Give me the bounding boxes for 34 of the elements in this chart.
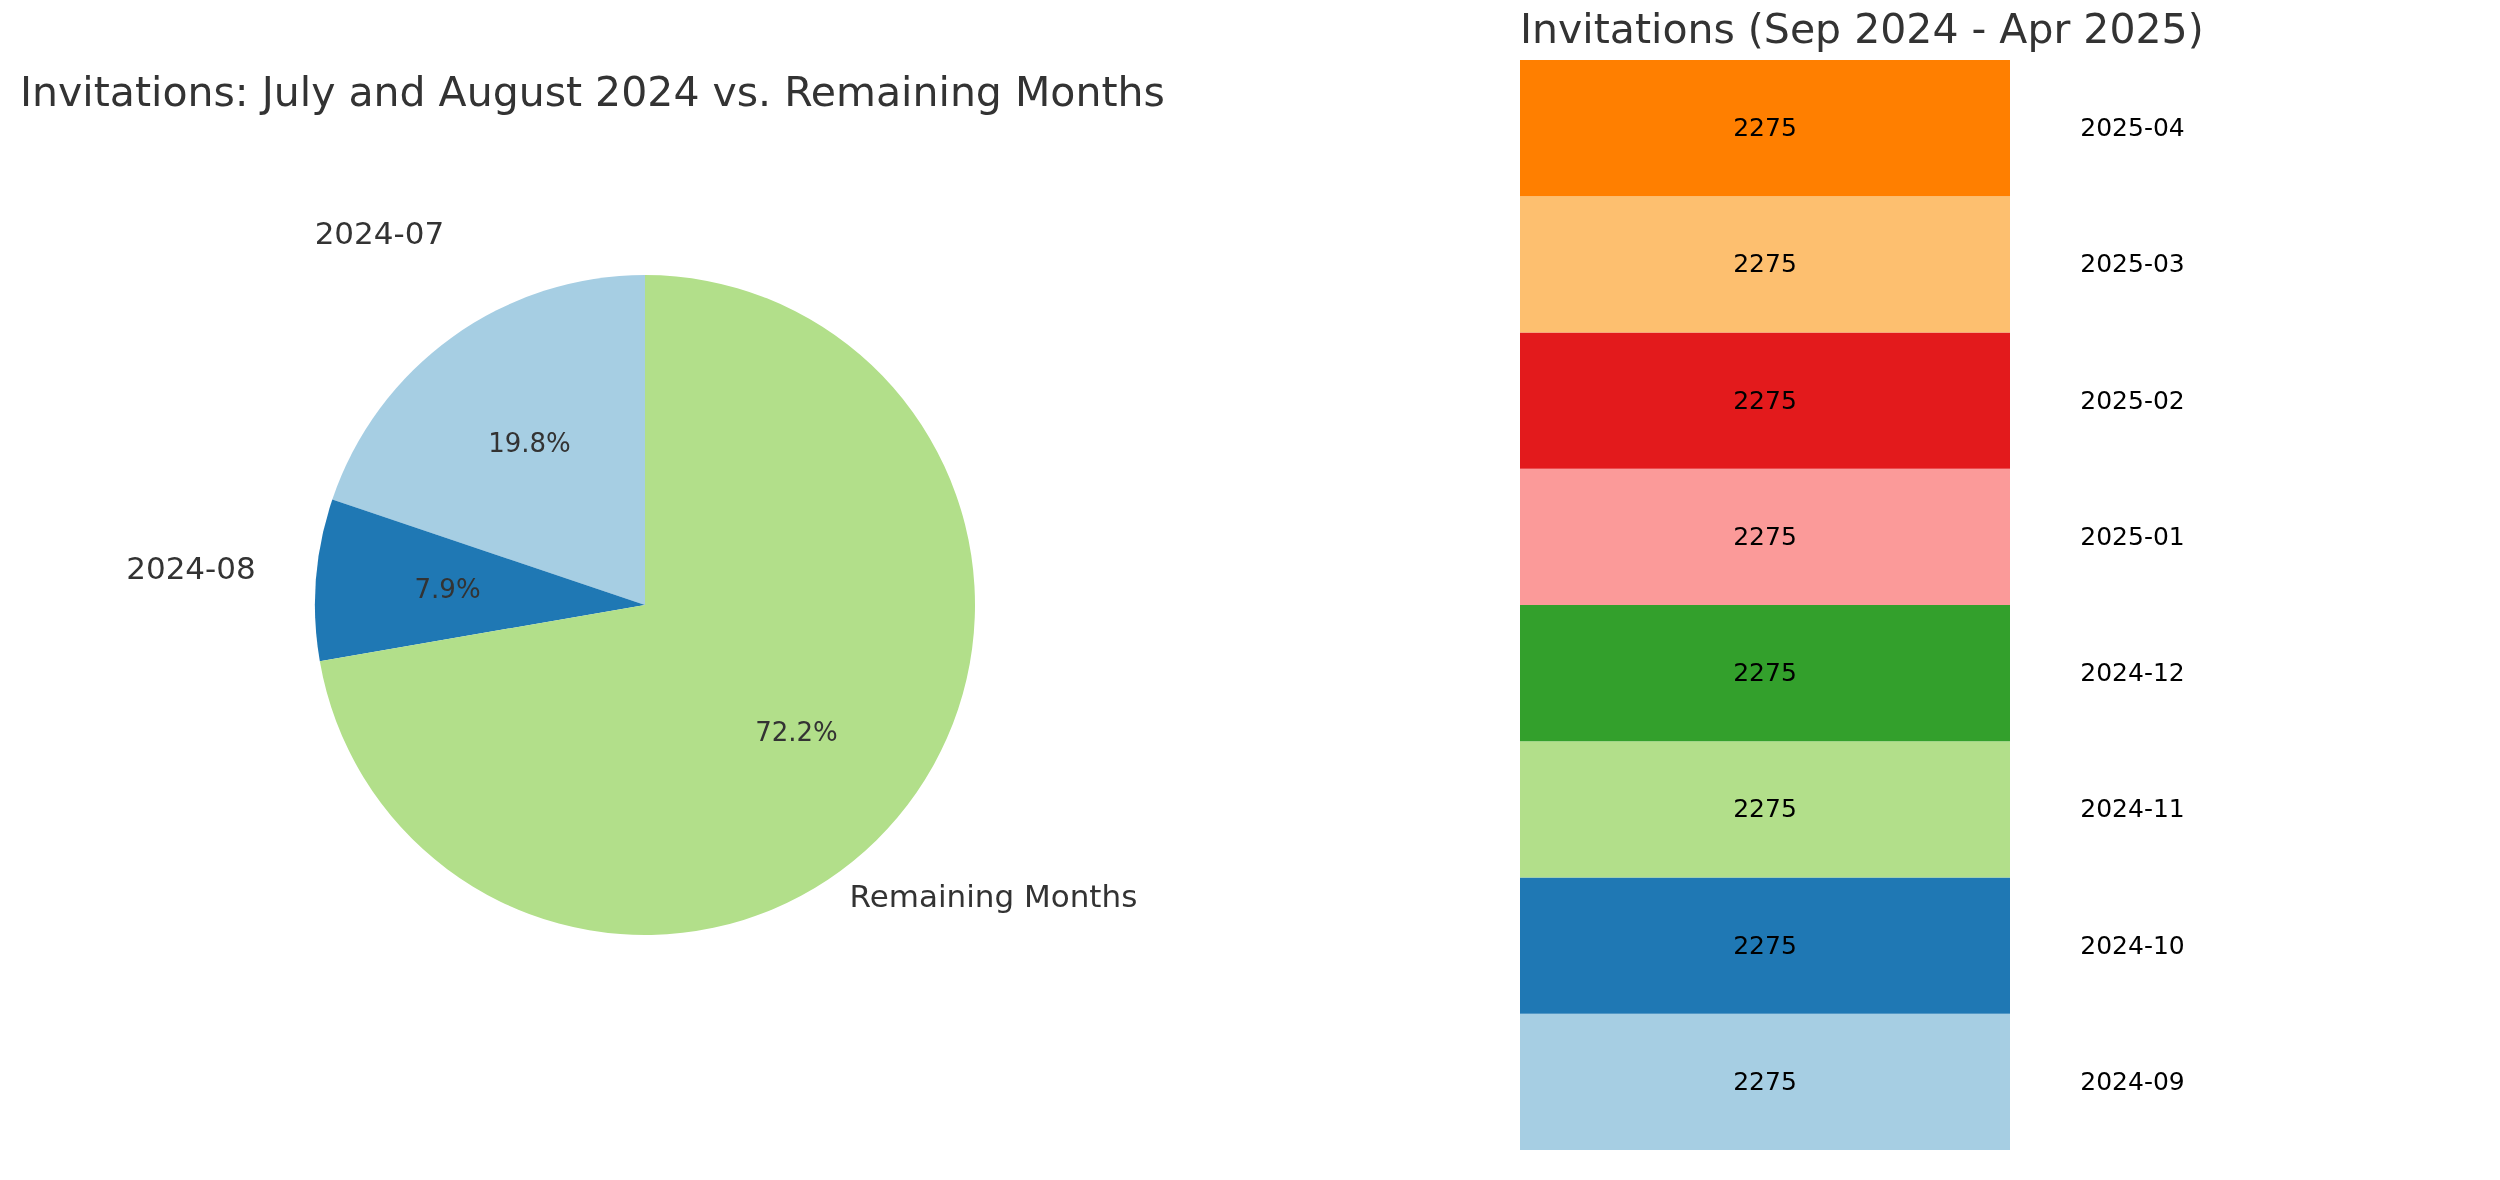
slice-label: 2024-08 (126, 549, 256, 586)
bar (1520, 468, 2010, 605)
pie-slice (315, 499, 645, 662)
data-label: 2275 (1733, 930, 1797, 960)
text: 2024-11 (2080, 794, 2185, 824)
data-label: 7.9% (414, 573, 481, 604)
bar (1520, 877, 2010, 1014)
slice-label: 2024-07 (314, 215, 445, 252)
data-label: 2275 (1733, 113, 1797, 143)
data-label: 2275 (1733, 658, 1797, 688)
text: 2024-10 (2080, 930, 2185, 960)
text: 2025-01 (2080, 521, 2185, 551)
text: 2025-02 (2080, 385, 2185, 415)
chart-title: Invitations (Sep 2024 - Apr 2025) (1520, 5, 2204, 53)
data-label: 72.2% (755, 716, 838, 747)
slice-label: Remaining Months (849, 878, 1138, 915)
bar (1520, 196, 2010, 333)
text: 2025-03 (2080, 249, 2185, 279)
data-label: 2275 (1733, 794, 1797, 824)
text: 2024-12 (2080, 658, 2185, 688)
bar (1520, 605, 2010, 742)
data-label: 19.8% (488, 428, 571, 459)
pie-slice (332, 275, 645, 605)
bar (1520, 741, 2010, 878)
bar (1520, 1013, 2010, 1150)
bar (1520, 60, 2010, 197)
text: 2024-09 (2080, 1066, 2185, 1096)
chart-title: Invitations: July and August 2024 vs. Remaining Months (20, 68, 1165, 116)
data-label: 2275 (1733, 249, 1797, 279)
text: 2025-04 (2080, 113, 2185, 143)
data-label: 2275 (1733, 521, 1797, 551)
data-label: 2275 (1733, 385, 1797, 415)
bar (1520, 332, 2010, 469)
data-label: 2275 (1733, 1066, 1797, 1096)
